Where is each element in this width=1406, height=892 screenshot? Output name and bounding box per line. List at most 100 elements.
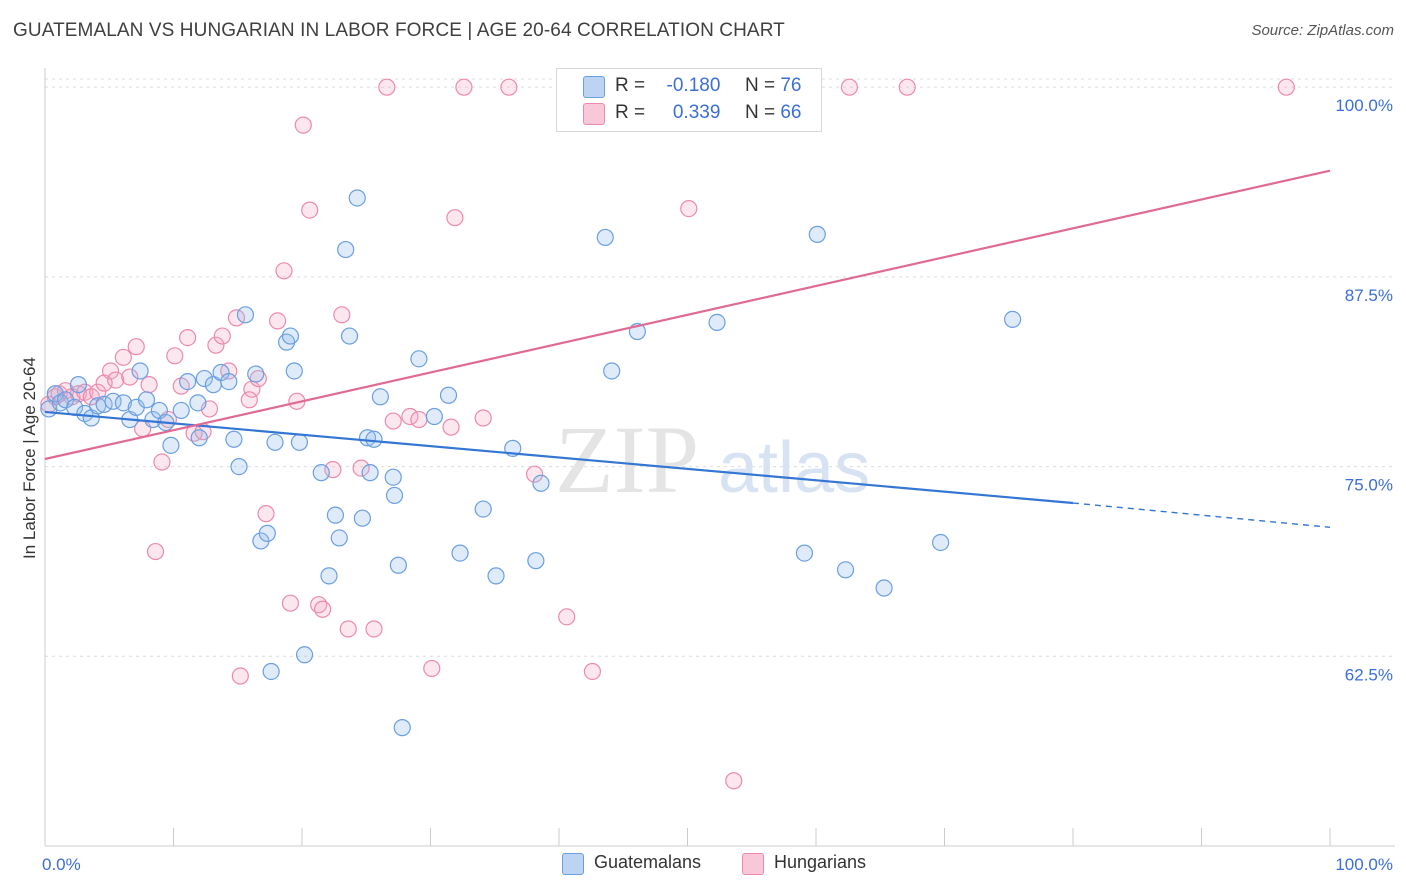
hungarian-point <box>410 410 428 429</box>
hungarian-point <box>1277 78 1295 96</box>
hungarian-point <box>107 371 125 389</box>
hungarian-point <box>101 362 120 380</box>
hungarian-point <box>166 347 184 365</box>
x-tick-label: 0.0% <box>42 855 81 874</box>
hungarian-point <box>281 594 300 612</box>
guatemalan-point <box>371 388 389 406</box>
hungarian-point <box>231 667 249 685</box>
hungarian-point <box>680 199 698 218</box>
guatemalan-point <box>451 544 469 562</box>
n-label: N = <box>744 102 776 123</box>
hungarian-point <box>525 465 544 483</box>
x-tick-label: 100.0% <box>1335 855 1393 874</box>
guatemalan-point <box>365 430 383 448</box>
hungarian-point <box>898 78 916 96</box>
guatemalans-legend-swatch <box>562 853 584 875</box>
hungarian-point <box>121 368 139 386</box>
guatemalan-point <box>281 327 300 345</box>
hungarian-point <box>840 78 859 96</box>
guatemalan-point <box>190 429 208 447</box>
hungarian-point <box>500 78 518 96</box>
y-tick-labels: 62.5% 75.0% 87.5% 100.0% <box>1335 96 1393 684</box>
guatemalan-point <box>225 430 243 448</box>
hungarian-point <box>227 309 246 327</box>
guatemalan-point <box>932 533 950 552</box>
chart-title: GUATEMALAN VS HUNGARIAN IN LABOR FORCE |… <box>13 20 785 41</box>
guatemalan-point <box>285 362 303 380</box>
guatemalan-point <box>230 457 248 476</box>
guatemalans-swatch <box>583 76 605 98</box>
guatemalan-point <box>266 433 284 451</box>
hungarians-r-value: 0.339 <box>672 102 721 123</box>
hungarian-point <box>207 336 225 354</box>
correlation-legend: R = -0.180 N = 76 R = 0.339 N = 66 <box>556 68 822 132</box>
hungarian-point <box>352 459 370 477</box>
guatemalan-point <box>708 313 726 332</box>
guatemalan-point <box>320 567 338 585</box>
guatemalan-point <box>162 436 180 454</box>
hungarians-n-value: 66 <box>780 102 802 123</box>
guatemalan-point <box>312 464 330 482</box>
hungarian-point <box>179 328 197 347</box>
hungarian-point <box>213 327 231 345</box>
y-tick-label: 100.0% <box>1335 96 1393 115</box>
hungarian-point <box>275 262 293 280</box>
guatemalan-point <box>410 350 428 368</box>
guatemalan-point <box>836 561 855 579</box>
n-label: N = <box>744 75 776 96</box>
y-tick-label: 87.5% <box>1345 286 1393 305</box>
r-label: R = <box>615 75 646 96</box>
hungarian-point <box>127 338 145 356</box>
guatemalan-point <box>290 433 309 451</box>
guatemalan-point <box>348 189 366 207</box>
guatemalan-point <box>172 401 190 420</box>
guatemalan-point <box>137 391 156 409</box>
guatemalan-point <box>69 376 88 394</box>
hungarian-point <box>268 312 287 330</box>
hungarian-point <box>365 620 383 638</box>
hungarian-point <box>313 600 332 618</box>
axes <box>44 68 1395 847</box>
guatemalan-point <box>487 567 505 585</box>
guatemalan-point <box>247 365 265 383</box>
guatemalan-point <box>527 552 545 570</box>
watermark: ZIP atlas <box>555 406 870 513</box>
hungarian-point <box>446 209 464 227</box>
guatemalan-point <box>262 662 280 681</box>
y-tick-label: 75.0% <box>1345 476 1393 495</box>
hungarian-point <box>442 418 460 436</box>
hungarian-point <box>423 659 441 678</box>
guatemalan-point <box>330 529 348 547</box>
guatemalan-point <box>189 394 207 412</box>
guatemalan-point <box>603 362 621 380</box>
guatemalan-point <box>389 556 407 574</box>
x-tick-labels: 0.0% 100.0% <box>42 855 1393 874</box>
guatemalan-point <box>439 386 458 404</box>
guatemalan-point <box>340 327 359 345</box>
guatemalan-point <box>337 240 355 259</box>
guatemalan-point <box>144 410 162 429</box>
guatemalan-point <box>89 397 107 415</box>
hungarian-point <box>455 78 473 96</box>
guatemalans-trend-line <box>44 410 1074 505</box>
hungarians-legend-swatch <box>742 853 764 875</box>
hungarian-point <box>558 608 576 626</box>
guatemalan-point <box>596 228 614 247</box>
guatemalan-point <box>114 394 132 412</box>
hungarian-point <box>114 348 132 366</box>
hungarian-point <box>153 453 171 471</box>
hungarians-trend-line <box>44 169 1331 461</box>
hungarian-point <box>301 201 319 219</box>
guatemalan-point <box>385 486 404 505</box>
hungarian-point <box>725 772 743 790</box>
hungarian-point <box>240 391 258 409</box>
hungarian-point <box>257 505 275 523</box>
guatemalan-point <box>361 464 379 482</box>
guatemalans-trend-extension <box>1072 502 1331 528</box>
hungarian-point <box>294 116 312 134</box>
hungarian-point <box>339 620 357 638</box>
hungarian-point <box>333 306 351 324</box>
guatemalan-point <box>425 407 443 426</box>
hungarian-point <box>384 412 402 430</box>
